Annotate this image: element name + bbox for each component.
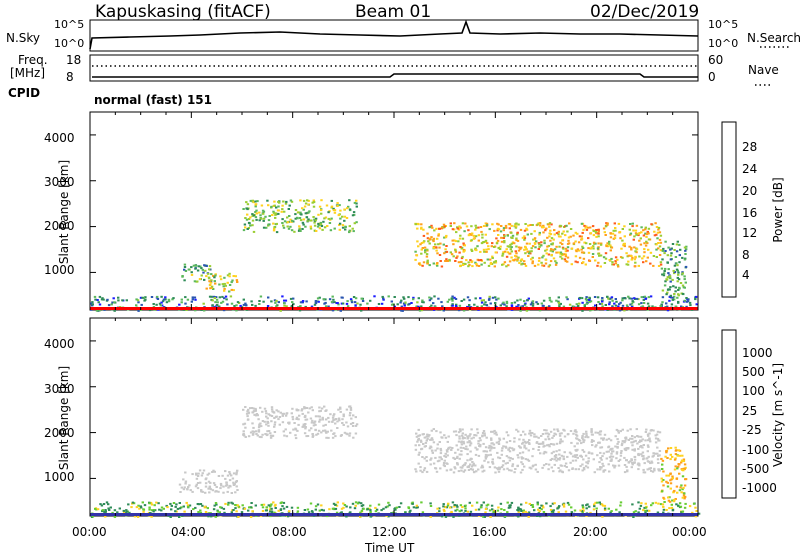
velocity-ytick-4000: 4000: [44, 337, 75, 351]
freq-strip-frame: [89, 54, 699, 82]
velocity-ytick-2000: 2000: [44, 426, 75, 440]
velocity-ytick-1000: 1000: [44, 470, 75, 484]
power-cb-tick-28: 28: [742, 140, 758, 154]
vel-cb-tick-100: 100: [742, 384, 765, 398]
velocity-colorbar: [721, 329, 737, 499]
vel-cb-tick-m1000: -1000: [742, 481, 777, 495]
xlabel: Time UT: [365, 541, 415, 555]
power-cb-tick-12: 12: [742, 226, 758, 240]
power-echoes: [90, 199, 698, 312]
power-ytick-4000: 4000: [44, 131, 75, 145]
power-echo-region-2: [205, 272, 239, 293]
nsearch-tick-bottom: 10^0: [708, 37, 739, 50]
freq-tick-top: 18: [66, 53, 82, 67]
velocity-panel-frame: [89, 317, 699, 517]
xtick-1: 04:00: [171, 525, 206, 539]
colorbar-frame: [721, 121, 737, 298]
power-cb-tick-24: 24: [742, 162, 758, 176]
nave-label: Nave: [748, 63, 779, 77]
power-ytick-1000: 1000: [44, 263, 75, 277]
power-ytick-2000: 2000: [44, 219, 75, 233]
nsky-tick-bottom: 10^0: [54, 37, 85, 50]
xtick-5: 20:00: [573, 525, 608, 539]
power-cb-tick-16: 16: [742, 206, 758, 220]
xtick-2: 08:00: [272, 525, 307, 539]
velocity-echo-region-1: [178, 469, 239, 494]
power-panel: [89, 111, 699, 312]
tick-marks: [89, 112, 699, 516]
power-cb-tick-20: 20: [742, 184, 758, 198]
colorbar-frame: [721, 329, 737, 499]
xtick-6: 00:00: [672, 525, 707, 539]
xtick-4: 16:00: [472, 525, 507, 539]
nsky-label: N.Sky: [6, 31, 41, 45]
cpid-text: normal (fast) 151: [94, 93, 212, 107]
vel-cb-tick-1000: 1000: [742, 346, 773, 360]
power-echo-region-4: [414, 222, 663, 268]
vel-cb-tick-500: 500: [742, 365, 765, 379]
nave-tick-top: 60: [708, 53, 724, 67]
station-title: Kapuskasing (fitACF): [95, 2, 271, 22]
power-ytick-3000: 3000: [44, 175, 75, 189]
velocity-echo-region-2: [242, 405, 359, 440]
power-cb-tick-8: 8: [742, 248, 750, 262]
xtick-0: 00:00: [72, 525, 107, 539]
xtick-3: 12:00: [372, 525, 407, 539]
power-echo-region-5: [660, 240, 688, 297]
velocity-echo-region-3: [414, 428, 662, 474]
vel-cb-tick-25: 25: [742, 404, 758, 418]
nave-tick-bottom: 0: [708, 70, 716, 84]
velocity-echo-region-4: [660, 446, 688, 503]
velocity-ytick-3000: 3000: [44, 382, 75, 396]
date-title: 02/Dec/2019: [590, 2, 700, 22]
nsearch-label: N.Search: [747, 31, 800, 45]
cpid-label: CPID: [8, 86, 41, 100]
freq-trace: [92, 73, 698, 78]
power-echo-region-3: [242, 199, 358, 234]
nsearch-tick-top: 10^5: [708, 18, 739, 31]
nsky-tick-top: 10^5: [54, 18, 85, 31]
nsky-trace: [89, 19, 699, 50]
vel-cb-tick-m25: -25: [742, 423, 762, 437]
freq-unit-label: [MHz]: [10, 66, 46, 80]
vel-cb-tick-m500: -500: [742, 462, 770, 476]
power-cb-tick-4: 4: [742, 268, 750, 282]
beam-title: Beam 01: [355, 2, 432, 22]
power-panel-frame: [89, 111, 699, 311]
vel-cb-tick-m100: -100: [742, 443, 770, 457]
freq-tick-bottom: 8: [66, 70, 74, 84]
freq-label: Freq.: [18, 53, 48, 67]
velocity-panel: [89, 317, 701, 518]
power-colorbar: [721, 121, 737, 298]
